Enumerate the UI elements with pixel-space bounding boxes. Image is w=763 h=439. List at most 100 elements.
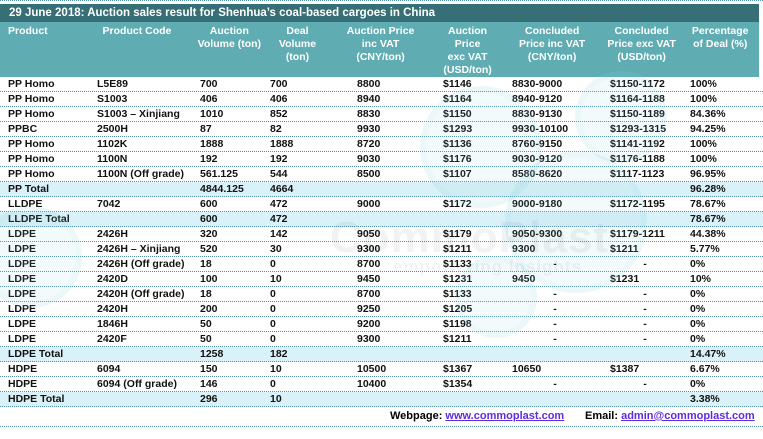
table-cell: 0%: [690, 378, 706, 390]
table-cell: 8720: [357, 138, 381, 150]
table-cell: -: [643, 258, 647, 270]
column-header: Concluded Price exc VAT (USD/ton): [607, 25, 676, 63]
table-cell: 8830-9130: [512, 108, 563, 120]
total-row: LDPE Total 1258 182 14.47%: [0, 347, 763, 362]
table-cell: 150: [200, 363, 218, 375]
table-cell: -: [553, 288, 557, 300]
table-cell: 9450: [512, 273, 536, 285]
table-cell: 9030: [357, 153, 381, 165]
table-cell: [605, 182, 685, 196]
table-cell: LDPE: [8, 333, 37, 345]
table-cell: PP Homo: [8, 108, 55, 120]
table-cell: 0: [270, 288, 276, 300]
table-cell: 2426H: [97, 228, 128, 240]
table-cell: $1211: [610, 243, 639, 255]
table-row: LDPE 2420F 50 0 9300 $1211 - - 0%: [0, 332, 763, 347]
table-cell: HDPE: [8, 363, 38, 375]
table-row: PP Homo L5E89 700 700 8800 $1146 8830-9000 $115…: [0, 77, 763, 92]
table-cell: 296: [200, 393, 218, 405]
table-row: HDPE 6094 150 10 10500 $1367 10650 $1387 6.67%: [0, 362, 763, 377]
table-cell: $1367: [443, 363, 473, 375]
table-cell: [605, 212, 685, 226]
table-cell: 1846H: [97, 318, 128, 330]
table-cell: $1172: [443, 198, 472, 210]
table-cell: [435, 212, 505, 226]
table-cell: 9930-10100: [512, 123, 569, 135]
table-cell: PP Homo: [8, 168, 55, 180]
email-link[interactable]: admin@commoplast.com: [621, 410, 755, 422]
table-cell: 8940-9120: [512, 93, 563, 105]
table-cell: 10400: [357, 378, 387, 390]
table-cell: 14.47%: [690, 348, 726, 360]
table-cell: 50: [200, 318, 212, 330]
table-cell: 700: [200, 78, 218, 90]
table-row: PP Homo 1100N 192 192 9030 $1176 9030-9120 $117…: [0, 152, 763, 167]
table-cell: 2420H: [97, 303, 128, 315]
table-cell: -: [553, 303, 557, 315]
email-label: Email:: [585, 410, 619, 422]
table-cell: 406: [200, 93, 218, 105]
table-cell: 544: [270, 168, 288, 180]
table-cell: [505, 347, 605, 361]
table-cell: -: [643, 378, 647, 390]
table-cell: 8830-9000: [512, 78, 563, 90]
table-cell: $1150: [443, 108, 472, 120]
table-cell: 10: [270, 393, 282, 405]
table-cell: 100%: [690, 78, 717, 90]
table-cell: 10: [270, 363, 282, 375]
table-cell: 8700: [357, 258, 381, 270]
table-cell: LDPE: [8, 318, 37, 330]
table-cell: $1205: [443, 303, 473, 315]
table-cell: 320: [200, 228, 218, 240]
table-cell: 8760-9150: [512, 138, 563, 150]
table-cell: $1211: [443, 333, 472, 345]
table-cell: 78.67%: [690, 198, 726, 210]
table-cell: 9050-9300: [512, 228, 563, 240]
table-row: PP Homo S1003 406 406 8940 $1164 8940-9120 $116…: [0, 92, 763, 107]
table-cell: $1133: [443, 258, 472, 270]
table-cell: [330, 347, 435, 361]
table-cell: 100%: [690, 93, 717, 105]
webpage-link[interactable]: www.commoplast.com: [445, 410, 565, 422]
table-cell: 0: [270, 333, 276, 345]
table-cell: LDPE Total: [8, 348, 64, 360]
table-cell: [505, 182, 605, 196]
table-row: LDPE 2426H (Off grade) 18 0 8700 $1133 - - 0%: [0, 257, 763, 272]
table-cell: L5E89: [97, 78, 128, 90]
table-cell: 1258: [200, 348, 224, 360]
table-cell: -: [643, 303, 647, 315]
total-row: LLDPE Total 600 472 78.67%: [0, 212, 763, 227]
table-cell: 100%: [690, 153, 717, 165]
table-cell: 0: [270, 318, 276, 330]
table-cell: 2426H – Xinjiang: [97, 243, 181, 255]
table-cell: 0: [270, 303, 276, 315]
table-cell: 700: [270, 78, 288, 90]
table-cell: 192: [200, 153, 218, 165]
table-cell: $1164-1188: [610, 93, 665, 105]
table-cell: 50: [200, 333, 212, 345]
table-cell: $1176: [443, 153, 472, 165]
table-cell: 2426H (Off grade): [97, 258, 185, 270]
table-row: LDPE 2420H (Off grade) 18 0 8700 $1133 - - 0%: [0, 287, 763, 302]
column-header: Auction Volume (ton): [197, 25, 262, 50]
table-cell: LDPE: [8, 228, 37, 240]
table-cell: 1100N: [97, 153, 128, 165]
table-cell: 6094: [97, 363, 121, 375]
table-cell: $1150-1189: [610, 108, 665, 120]
table-cell: [505, 212, 605, 226]
table-cell: 78.67%: [690, 213, 726, 225]
table-cell: 9930: [357, 123, 381, 135]
table-cell: 9050: [357, 228, 381, 240]
table-cell: 146: [200, 378, 218, 390]
table-row: PP Homo S1003 – Xinjiang 1010 852 8830 $1150 8…: [0, 107, 763, 122]
table-cell: 8800: [357, 78, 381, 90]
table-cell: LDPE: [8, 303, 37, 315]
table-cell: [95, 392, 193, 406]
table-cell: $1141-1192: [610, 138, 665, 150]
table-cell: [330, 182, 435, 196]
table-cell: [505, 392, 605, 406]
table-cell: [605, 347, 685, 361]
table-cell: $1172-1195: [610, 198, 665, 210]
table-cell: 6.67%: [690, 363, 720, 375]
